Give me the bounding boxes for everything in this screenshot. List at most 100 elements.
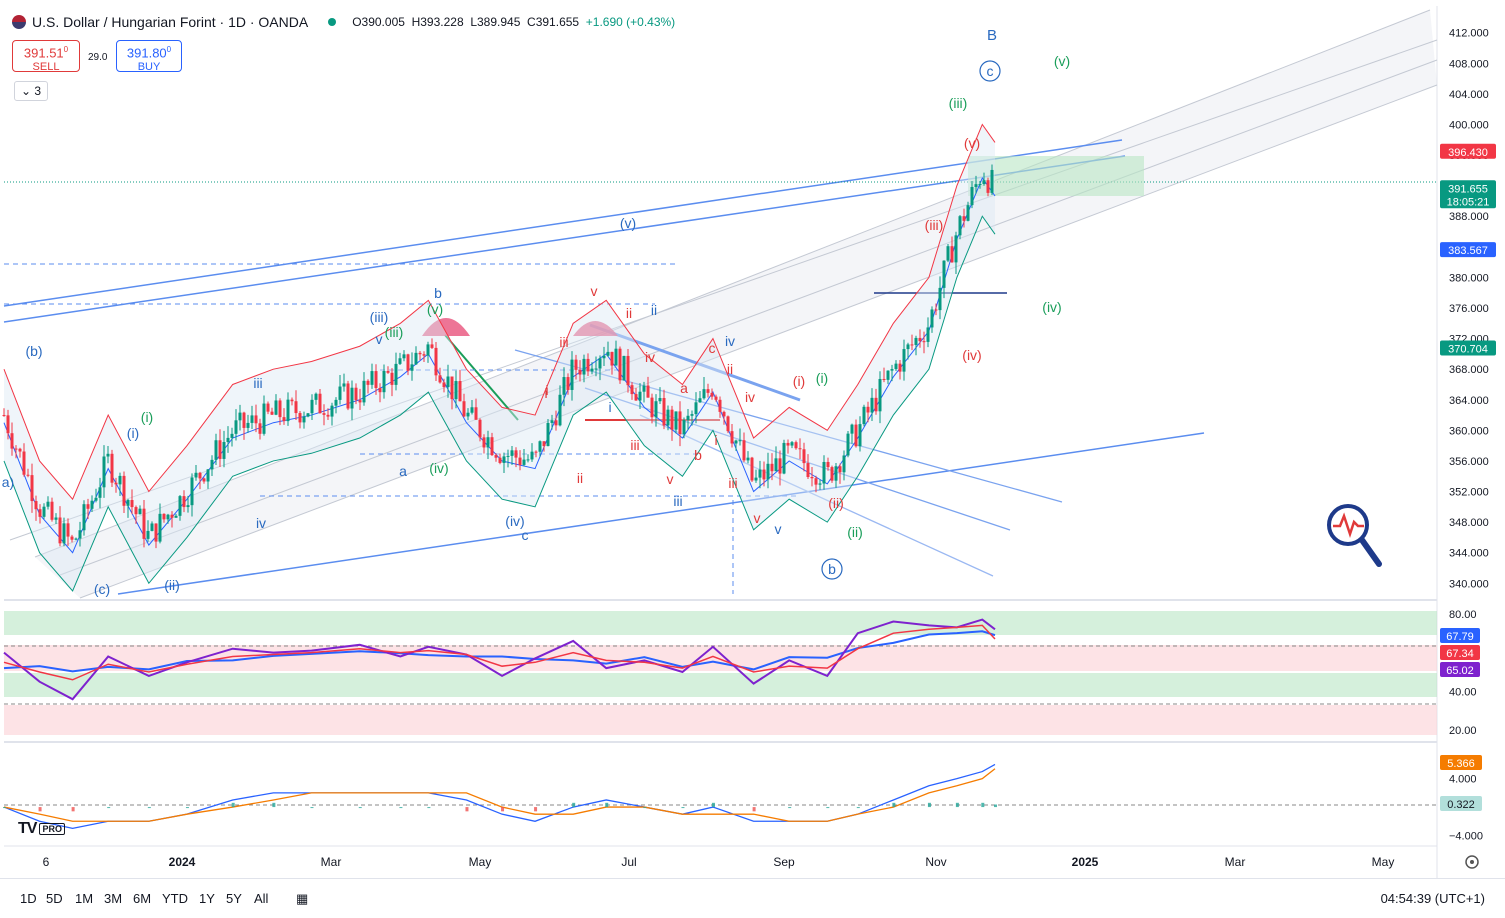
- candle-body: [54, 517, 58, 520]
- macd-histogram-bar: [994, 804, 997, 808]
- candle-body: [146, 530, 150, 539]
- wave-label: (iii): [370, 309, 389, 325]
- candle-body: [446, 376, 450, 388]
- candle-body: [46, 501, 50, 507]
- wave-label: iii: [559, 334, 568, 350]
- candle-body: [526, 459, 530, 461]
- candle-body: [202, 478, 206, 482]
- elliott-wave-labels[interactable]: Bc(v)(iii)(v)(iii)(iv)(iv)(v)(i) (i)(ii)(…: [2, 27, 1070, 597]
- candle-body: [170, 514, 174, 518]
- candle-body: [810, 477, 814, 479]
- candle-body: [542, 441, 546, 447]
- price-tick-label: 344.000: [1449, 548, 1489, 560]
- target-zone[interactable]: [968, 156, 1144, 196]
- indicators-toggle[interactable]: ⌄ 3: [14, 81, 48, 101]
- magnifier-icon[interactable]: [1327, 504, 1382, 567]
- rsi-value-text: 65.02: [1446, 665, 1474, 677]
- candle-series[interactable]: [2, 164, 994, 549]
- range-5d[interactable]: 5D: [46, 891, 63, 906]
- candle-body: [66, 523, 70, 537]
- wave-label: (c): [94, 581, 110, 597]
- rsi-signal-line: [3, 624, 996, 681]
- ohlc-close: C391.655: [527, 15, 580, 29]
- wave-label: (iv): [962, 347, 981, 363]
- candle-body: [774, 458, 778, 472]
- candle-body: [210, 459, 214, 470]
- range-1m[interactable]: 1M: [75, 891, 94, 906]
- bollinger-bands[interactable]: [3, 123, 996, 592]
- candle-body: [790, 442, 794, 446]
- candle-body: [766, 463, 770, 480]
- settings-gear-icon[interactable]: [1465, 855, 1479, 869]
- macd-histogram-bar: [107, 807, 111, 809]
- range-all[interactable]: All: [254, 891, 269, 906]
- price-tick-label: 400.000: [1449, 119, 1489, 131]
- rsi-value-text: 67.79: [1446, 631, 1474, 643]
- candle-body: [246, 422, 250, 428]
- macd-histogram-bar: [681, 807, 685, 809]
- wave-label: i: [714, 432, 717, 448]
- rsi-pane[interactable]: 67.79 67.34 65.02: [3, 618, 1480, 701]
- range-1y[interactable]: 1Y: [199, 891, 215, 906]
- buy-button[interactable]: 391.800 BUY: [116, 40, 182, 73]
- candle-body: [858, 424, 862, 447]
- candle-body: [282, 417, 286, 422]
- calendar-icon[interactable]: ▦: [296, 891, 309, 906]
- time-tick-label: 2025: [1072, 855, 1099, 869]
- range-3m[interactable]: 3M: [104, 891, 123, 906]
- candle-body: [74, 538, 78, 540]
- candle-body: [22, 451, 26, 475]
- candle-body: [642, 385, 646, 392]
- candle-body: [878, 378, 882, 412]
- candle-body: [30, 475, 34, 502]
- candle-body: [806, 463, 810, 478]
- wave-label: a: [680, 380, 688, 396]
- price-label-text: 396.430: [1448, 147, 1488, 159]
- candle-body: [898, 363, 902, 372]
- price-tick-label: 352.000: [1449, 487, 1489, 499]
- candle-body: [866, 406, 870, 413]
- candle-body: [718, 399, 722, 412]
- wave-label: i: [545, 382, 548, 398]
- sell-price: 391.51: [23, 45, 64, 61]
- price-tick-label: 412.000: [1449, 28, 1489, 40]
- candle-body: [578, 369, 582, 375]
- wave-label: (iii): [925, 217, 944, 233]
- horizontal-dashed-levels[interactable]: [4, 181, 1437, 594]
- price-label-box: [1440, 180, 1496, 209]
- candle-body: [226, 437, 230, 443]
- price-tick-label: 340.000: [1449, 578, 1489, 590]
- wave-label: iii: [253, 375, 262, 391]
- sell-button[interactable]: 391.510 SELL: [12, 40, 80, 73]
- candle-body: [562, 377, 566, 395]
- range-ytd[interactable]: YTD: [162, 891, 188, 906]
- price-tick-label: 364.000: [1449, 395, 1489, 407]
- macd-histogram-bar: [465, 807, 469, 812]
- range-5y[interactable]: 5Y: [226, 891, 242, 906]
- candle-body: [422, 354, 426, 356]
- wave-label: ii: [727, 361, 733, 377]
- ohlc-high: H393.228: [411, 15, 464, 29]
- macd-histogram-bar: [572, 802, 576, 808]
- candle-body: [842, 455, 846, 473]
- candle-body: [470, 407, 474, 413]
- candle-body: [802, 449, 806, 464]
- arc-markers[interactable]: [422, 318, 618, 336]
- time-axis[interactable]: 6 2024 Mar May Jul Sep Nov 2025 Mar May: [43, 855, 1395, 869]
- candle-body: [670, 409, 674, 430]
- macd-histogram-bar: [605, 802, 609, 808]
- range-6m[interactable]: 6M: [133, 891, 152, 906]
- macd-pane[interactable]: 5.366 0.322: [3, 755, 1482, 830]
- price-tick-label: 408.000: [1449, 58, 1489, 70]
- candle-body: [778, 458, 782, 474]
- candle-body: [902, 349, 906, 372]
- candle-body: [442, 382, 446, 388]
- range-1d[interactable]: 1D: [20, 891, 37, 906]
- bollinger-upper: [3, 123, 996, 501]
- candle-body: [818, 483, 822, 485]
- rsi-overbought-band: [4, 611, 1437, 635]
- symbol-title[interactable]: U.S. Dollar / Hungarian Forint · 1D · OA…: [32, 14, 309, 30]
- candle-body: [714, 396, 718, 400]
- candle-body: [166, 514, 170, 520]
